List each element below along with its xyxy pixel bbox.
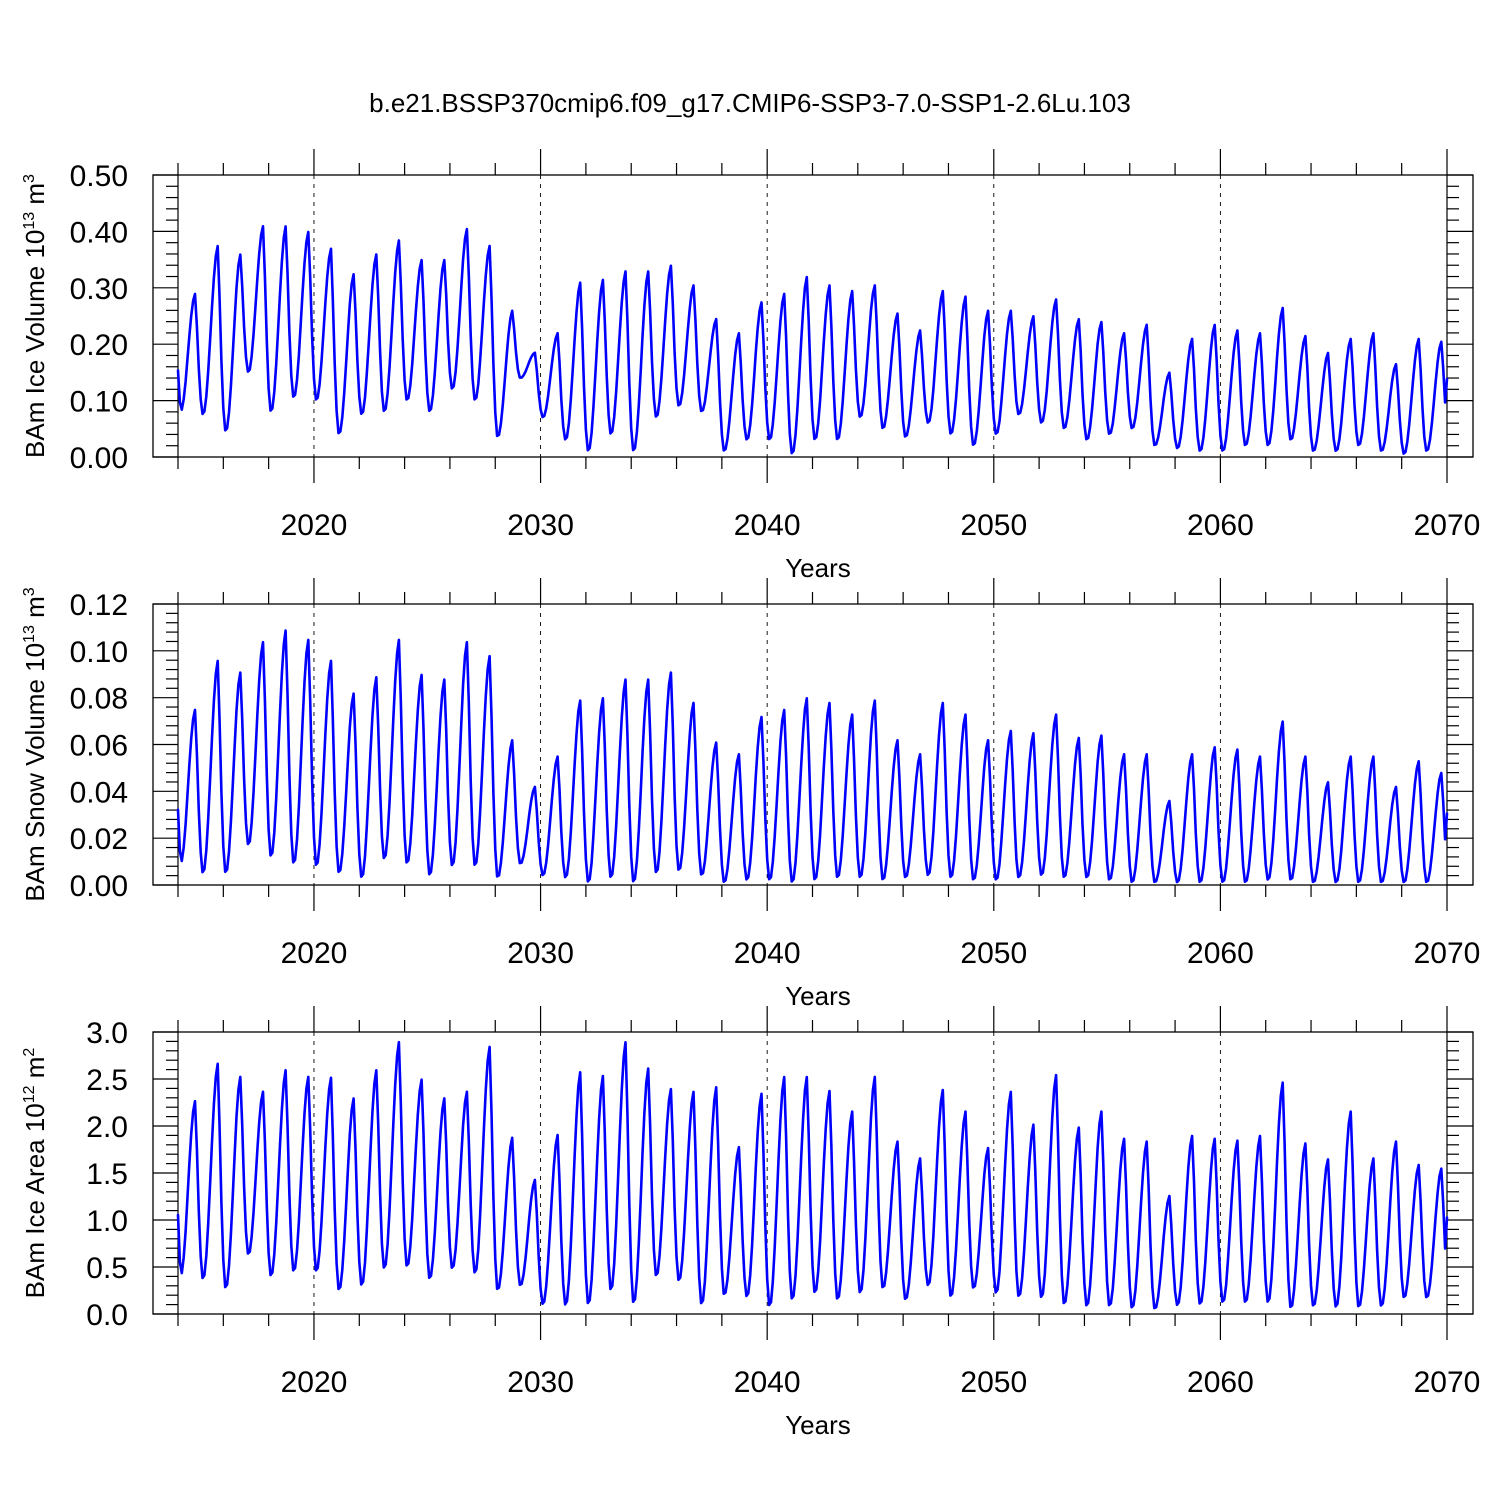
y-tick-label: 0.10 bbox=[70, 386, 128, 419]
x-tick-label: 2040 bbox=[734, 937, 801, 970]
y-tick-label: 0.02 bbox=[70, 823, 128, 856]
x-tick-label: 2020 bbox=[281, 1366, 348, 1399]
y-tick-label: 0.50 bbox=[70, 160, 128, 193]
x-tick-label: 2030 bbox=[507, 1366, 574, 1399]
y-tick-label: 2.0 bbox=[86, 1111, 128, 1144]
y-tick-label: 2.5 bbox=[86, 1064, 128, 1097]
x-tick-label: 2030 bbox=[507, 509, 574, 542]
y-tick-label: 1.0 bbox=[86, 1205, 128, 1238]
x-tick-label: 2050 bbox=[960, 1366, 1027, 1399]
y-axis-label: BAm Ice Area 1012 m2 bbox=[20, 1048, 50, 1299]
x-tick-label: 2070 bbox=[1414, 509, 1481, 542]
y-tick-label: 0.20 bbox=[70, 329, 128, 362]
y-tick-label: 0.00 bbox=[70, 442, 128, 475]
series-line-3 bbox=[176, 1040, 1449, 1310]
y-tick-label: 0.5 bbox=[86, 1252, 128, 1285]
x-tick-label: 2070 bbox=[1414, 1366, 1481, 1399]
chart-title: b.e21.BSSP370cmip6.f09_g17.CMIP6-SSP3-7.… bbox=[369, 88, 1131, 118]
x-tick-label: 2020 bbox=[281, 937, 348, 970]
panel-2: 2020 2030 2040 2050 2060 2070 0.00 0.02 0.04 0.06… bbox=[20, 578, 1480, 1011]
y-tick-label: 0.06 bbox=[70, 730, 128, 763]
x-tick-label: 2050 bbox=[960, 509, 1027, 542]
y-tick-label: 0.00 bbox=[70, 870, 128, 903]
x-tick-label: 2060 bbox=[1187, 937, 1254, 970]
y-axis-label: BAm Snow Volume 1013 m3 bbox=[20, 587, 50, 901]
panel-1: 2020 2030 2040 2050 2060 2070 0.00 0.10 0.20 0.30… bbox=[20, 149, 1480, 583]
x-tick-label: 2040 bbox=[734, 1366, 801, 1399]
series-line-2 bbox=[176, 629, 1449, 884]
x-tick-label: 2070 bbox=[1414, 937, 1481, 970]
x-tick-label: 2020 bbox=[281, 509, 348, 542]
x-axis-label: Years bbox=[785, 1410, 851, 1440]
x-tick-label: 2060 bbox=[1187, 509, 1254, 542]
y-tick-label: 1.5 bbox=[86, 1158, 128, 1191]
y-tick-label: 0.04 bbox=[70, 776, 128, 809]
y-tick-label: 0.10 bbox=[70, 636, 128, 669]
y-tick-label: 0.30 bbox=[70, 273, 128, 306]
y-tick-label: 0.12 bbox=[70, 589, 128, 622]
y-axis-label: BAm Ice Volume 1013 m3 bbox=[20, 174, 50, 458]
y-tick-label: 3.0 bbox=[86, 1017, 128, 1050]
x-tick-label: 2030 bbox=[507, 937, 574, 970]
x-tick-label: 2040 bbox=[734, 509, 801, 542]
x-axis-label: Years bbox=[785, 553, 851, 583]
x-axis-label: Years bbox=[785, 981, 851, 1011]
x-tick-label: 2060 bbox=[1187, 1366, 1254, 1399]
panel-3: 2020 2030 2040 2050 2060 2070 0.0 0.5 1.0 1.5 2.0 2… bbox=[20, 1006, 1480, 1440]
y-tick-label: 0.08 bbox=[70, 683, 128, 716]
x-tick-label: 2050 bbox=[960, 937, 1027, 970]
y-tick-label: 0.40 bbox=[70, 216, 128, 249]
series-line-1 bbox=[176, 225, 1449, 455]
y-tick-label: 0.0 bbox=[86, 1299, 128, 1332]
